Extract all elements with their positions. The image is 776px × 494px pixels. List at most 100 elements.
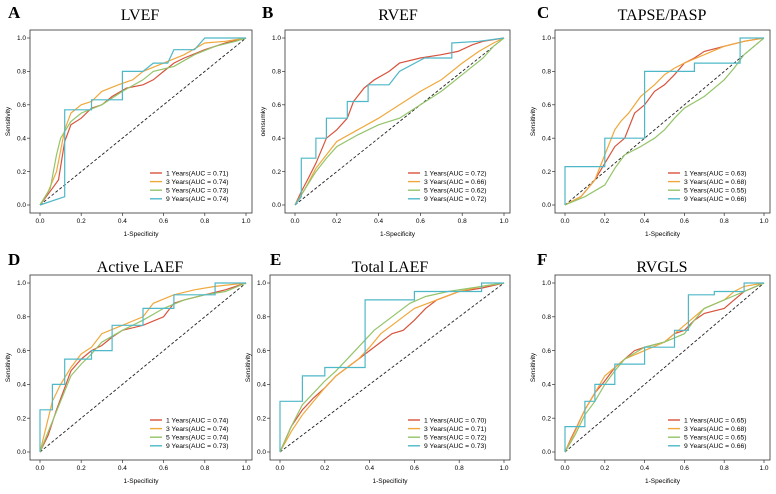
roc-line-9-years <box>39 282 246 452</box>
x-tick-label: 0.4 <box>640 218 649 225</box>
x-tick-label: 0.0 <box>560 465 569 472</box>
roc-line-1-years <box>564 37 765 206</box>
panel-title: Total LAEF <box>352 259 429 276</box>
panel-letter: A <box>8 3 21 22</box>
roc-line-5-years <box>564 37 765 206</box>
panel-letter: B <box>262 3 273 22</box>
y-axis-label: oensumky <box>260 106 267 136</box>
plot-frame <box>269 274 511 461</box>
legend-entry: 1 Years(AUC = 0.65) <box>684 417 747 424</box>
legend-entry: 1 Years(AUC = 0.74) <box>166 417 229 424</box>
x-tick-label: 0.8 <box>720 218 729 225</box>
reference-diagonal <box>294 37 505 206</box>
y-tick-label: 0.4 <box>257 382 266 389</box>
y-tick-label: 1.0 <box>542 35 551 42</box>
x-tick-label: 0.6 <box>416 218 425 225</box>
panel-c: C TAPSE/PASP 0.0 0.2 0.4 0.6 0.8 1.0 0.0 0.2 0.4 0.… <box>530 3 771 238</box>
y-tick-label: 0.6 <box>542 102 551 109</box>
roc-line-3-years <box>294 37 505 206</box>
panel-title: LVEF <box>121 7 160 24</box>
legend-entry: 5 Years(AUC = 0.65) <box>684 435 747 442</box>
panel-title: RVGLS <box>636 259 687 276</box>
panel-e: E Total LAEF 0.0 0.2 0.4 0.6 0.8 1.0 0.0 0.2 0.4 0.… <box>245 250 511 485</box>
legend-entry: 9 Years(AUC = 0.72) <box>424 196 487 203</box>
roc-line-3-years <box>279 282 505 453</box>
x-axis-label: 1-Specificity <box>380 231 416 238</box>
panel-title: RVEF <box>378 7 418 24</box>
x-tick-label: 1.0 <box>499 218 508 225</box>
x-tick-label: 0.2 <box>600 465 609 472</box>
x-axis-label: 1-Specificity <box>123 231 159 238</box>
y-tick-label: 0.0 <box>17 202 26 209</box>
x-axis-label: 1-Specificity <box>372 478 408 485</box>
legend-entry: 1 Years(AUC = 0.72) <box>424 170 487 177</box>
y-tick-label: 0.2 <box>272 169 281 176</box>
legend-entry: 3 Years(AUC = 0.71) <box>424 426 487 433</box>
panel-letter: E <box>270 250 281 269</box>
plot-frame <box>554 29 771 214</box>
legend-entry: 1 Years(AUC = 0.70) <box>424 417 487 424</box>
x-tick-label: 0.2 <box>320 465 329 472</box>
y-tick-label: 0.4 <box>17 382 26 389</box>
y-tick-label: 1.0 <box>17 280 26 287</box>
x-tick-label: 0.4 <box>118 218 127 225</box>
legend-entry: 3 Years(AUC = 0.68) <box>684 426 747 433</box>
roc-line-5-years <box>294 37 505 206</box>
x-tick-label: 0.6 <box>159 218 168 225</box>
y-tick-label: 0.0 <box>542 449 551 456</box>
panel-letter: F <box>537 250 547 269</box>
x-tick-label: 0.8 <box>200 218 209 225</box>
y-tick-label: 1.0 <box>17 35 26 42</box>
y-tick-label: 0.6 <box>17 348 26 355</box>
roc-line-9-years <box>39 37 246 206</box>
plot-frame <box>29 274 253 461</box>
legend-entry: 9 Years(AUC = 0.74) <box>166 196 229 203</box>
panel-title: TAPSE/PASP <box>618 7 707 24</box>
x-tick-label: 1.0 <box>759 218 768 225</box>
legend-entry: 3 Years(AUC = 0.68) <box>684 179 747 186</box>
panel-title: Active LAEF <box>97 259 184 276</box>
x-tick-label: 0.8 <box>458 218 467 225</box>
legend-entry: 5 Years(AUC = 0.62) <box>424 188 487 195</box>
legend-entry: 5 Years(AUC = 0.73) <box>166 188 229 195</box>
y-tick-label: 0.4 <box>17 135 26 142</box>
x-tick-label: 0.0 <box>35 218 44 225</box>
x-tick-label: 0.8 <box>455 465 464 472</box>
x-tick-label: 0.0 <box>35 465 44 472</box>
y-tick-label: 0.2 <box>17 169 26 176</box>
roc-line-9-years <box>564 282 764 452</box>
legend-entry: 1 Years(AUC = 0.71) <box>166 170 229 177</box>
roc-line-3-years <box>564 37 765 206</box>
y-tick-label: 0.0 <box>17 449 26 456</box>
x-tick-label: 0.2 <box>77 218 86 225</box>
y-tick-label: 0.2 <box>257 415 266 422</box>
y-axis-label: Sensitivity <box>530 352 537 382</box>
y-tick-label: 0.6 <box>17 102 26 109</box>
x-tick-label: 1.0 <box>241 465 250 472</box>
x-tick-label: 0.8 <box>720 465 729 472</box>
y-tick-label: 0.8 <box>17 314 26 321</box>
reference-diagonal <box>564 37 765 206</box>
y-tick-label: 0.8 <box>257 314 266 321</box>
y-axis-label: Sensitivity <box>245 352 252 382</box>
y-tick-label: 0.4 <box>542 382 551 389</box>
reference-diagonal <box>39 37 247 206</box>
y-tick-label: 0.4 <box>542 135 551 142</box>
panel-letter: C <box>537 3 549 22</box>
plot-frame <box>284 29 511 214</box>
legend-entry: 1 Years(AUC = 0.63) <box>684 170 747 177</box>
legend-entry: 9 Years(AUC = 0.66) <box>684 443 747 450</box>
legend-entry: 3 Years(AUC = 0.74) <box>166 179 229 186</box>
roc-line-9-years <box>294 37 505 206</box>
plot-frame <box>29 29 253 214</box>
panel-f: F RVGLS 0.0 0.2 0.4 0.6 0.8 1.0 0.0 0.2 0.4 0.6 0.8 1… <box>530 250 771 485</box>
x-tick-label: 0.4 <box>640 465 649 472</box>
y-tick-label: 1.0 <box>272 35 281 42</box>
roc-line-1-years <box>39 37 247 206</box>
plot-frame <box>554 274 771 461</box>
legend-entry: 3 Years(AUC = 0.66) <box>424 179 487 186</box>
y-tick-label: 1.0 <box>257 280 266 287</box>
reference-diagonal <box>39 282 247 453</box>
x-tick-label: 0.6 <box>680 465 689 472</box>
